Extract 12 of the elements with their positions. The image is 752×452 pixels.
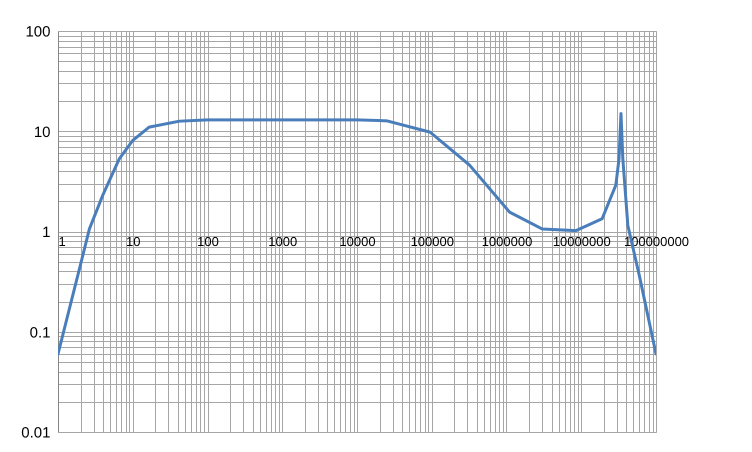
x-tick-label: 100 xyxy=(197,234,219,249)
x-tick-label: 10000 xyxy=(339,234,376,249)
x-tick-label: 100000 xyxy=(410,234,454,249)
x-tick-label: 10000000 xyxy=(552,234,611,249)
x-tick-label: 1000000 xyxy=(482,234,532,249)
x-tick-label: 1 xyxy=(58,234,66,249)
y-tick-label: 100 xyxy=(25,24,50,40)
y-tick-label: 0.01 xyxy=(21,424,50,442)
x-tick-label: 1000 xyxy=(268,234,298,249)
y-tick-label: 0.1 xyxy=(30,324,50,342)
y-tick-label: 10 xyxy=(34,124,50,141)
x-tick-label: 10 xyxy=(126,234,140,249)
